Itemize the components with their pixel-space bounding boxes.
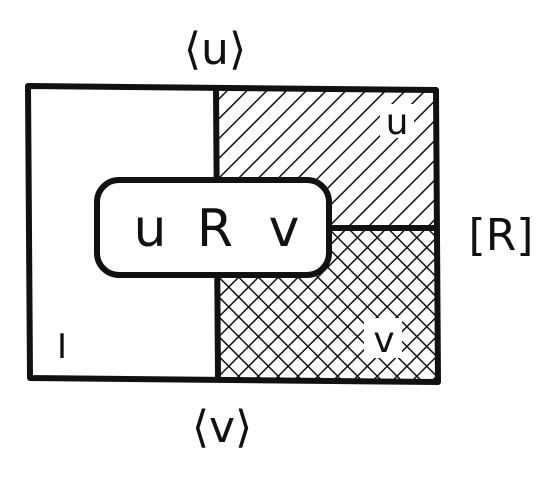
label-top: ⟨u⟩ xyxy=(184,24,246,75)
center-box-right-label: v xyxy=(269,199,300,259)
region-top-right-label-bg xyxy=(380,104,414,138)
center-box xyxy=(94,177,332,278)
label-bottom: ⟨v⟩ xyxy=(192,402,252,453)
region-bottom-right-label-bg xyxy=(364,318,402,358)
region-bottom-right-label: v xyxy=(373,320,394,361)
label-right: [R] xyxy=(469,210,534,261)
center-box-left-label: u xyxy=(134,199,167,259)
region-top-right-label: u xyxy=(386,102,409,143)
center-box-middle-label: R xyxy=(197,199,233,259)
region-left-label: I xyxy=(57,327,67,367)
outer-frame xyxy=(25,83,441,385)
